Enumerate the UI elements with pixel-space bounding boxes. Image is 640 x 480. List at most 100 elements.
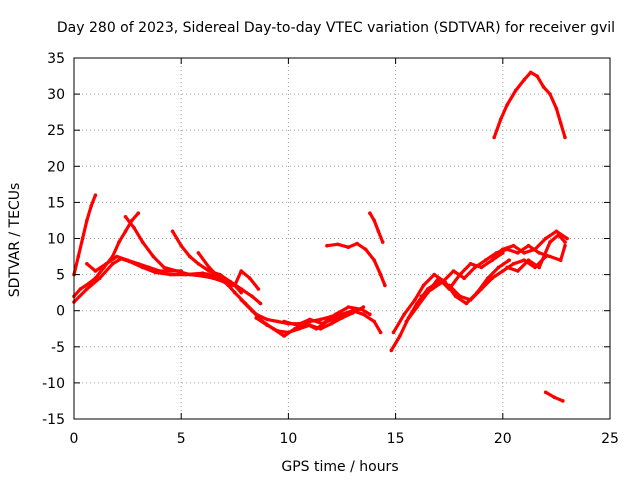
data-point xyxy=(329,321,334,326)
data-point xyxy=(483,258,488,263)
data-point xyxy=(168,272,173,277)
x-tick-label: 25 xyxy=(601,431,619,447)
series-line xyxy=(85,254,183,273)
data-point xyxy=(363,247,368,252)
y-axis-label: SDTVAR / TECUs xyxy=(7,183,23,298)
data-point xyxy=(196,251,201,255)
data-point xyxy=(250,308,254,313)
data-point xyxy=(505,265,509,270)
data-point xyxy=(256,287,261,291)
data-point xyxy=(558,258,563,263)
data-point xyxy=(543,390,548,395)
data-point xyxy=(318,327,323,331)
data-point xyxy=(97,276,102,281)
data-point xyxy=(372,319,377,324)
data-point xyxy=(468,262,473,266)
y-tick-label: -15 xyxy=(42,412,65,428)
data-point xyxy=(239,269,243,273)
data-point xyxy=(162,265,166,270)
y-tick-label: 5 xyxy=(56,268,65,284)
x-tick-label: 0 xyxy=(70,431,79,447)
data-point xyxy=(151,254,156,259)
data-point xyxy=(308,317,312,322)
data-point xyxy=(85,287,89,291)
y-tick-label: 15 xyxy=(47,195,65,211)
data-point xyxy=(211,272,216,277)
data-point xyxy=(404,319,409,324)
data-point xyxy=(516,269,520,273)
data-point xyxy=(563,240,567,244)
data-point xyxy=(380,240,385,244)
data-point xyxy=(115,254,119,259)
series-line xyxy=(72,193,98,277)
data-point xyxy=(368,312,372,317)
y-tick-label: 10 xyxy=(47,232,65,248)
data-point xyxy=(295,323,299,327)
x-tick-label: 5 xyxy=(177,431,186,447)
data-point xyxy=(282,319,286,324)
series-s8 xyxy=(211,269,261,291)
data-point xyxy=(117,240,121,244)
data-point xyxy=(505,103,509,107)
data-point xyxy=(453,294,458,299)
data-point xyxy=(548,92,552,96)
series-line xyxy=(325,242,387,287)
y-tick-label: 20 xyxy=(47,159,65,175)
data-point xyxy=(239,298,243,302)
data-point xyxy=(188,272,192,277)
data-point xyxy=(93,269,98,273)
data-point xyxy=(526,243,531,248)
series-line xyxy=(72,211,140,298)
data-point xyxy=(318,317,323,322)
data-point xyxy=(413,298,417,302)
data-point xyxy=(496,265,501,270)
series-line xyxy=(389,280,441,352)
data-point xyxy=(78,287,83,291)
data-point xyxy=(563,243,567,248)
series-s6 xyxy=(170,229,263,306)
data-point xyxy=(372,218,377,223)
tick-layer: 0 5 10 15 20 25 -15 -10 -5 0 5 10 15 20 25 30 35 xyxy=(42,51,619,447)
series-line xyxy=(490,229,569,259)
data-point xyxy=(350,311,355,315)
series-line xyxy=(171,229,263,306)
data-point xyxy=(507,258,512,263)
data-point xyxy=(320,321,325,326)
data-point xyxy=(490,254,494,259)
data-point xyxy=(415,305,419,309)
data-point xyxy=(340,316,344,320)
series-s21 xyxy=(505,233,567,273)
series-s15 xyxy=(389,280,441,353)
data-point xyxy=(563,135,567,140)
chart-title: Day 280 of 2023, Sidereal Day-to-day VTE… xyxy=(57,20,615,36)
data-point xyxy=(258,301,263,306)
data-point xyxy=(498,117,503,122)
data-point xyxy=(325,243,329,248)
data-point xyxy=(239,290,243,295)
data-point xyxy=(548,254,552,259)
data-point xyxy=(248,276,252,281)
data-point xyxy=(543,236,548,241)
grid-layer xyxy=(74,58,610,419)
data-point xyxy=(391,330,396,335)
y-tick-label: -5 xyxy=(51,340,65,356)
data-point xyxy=(398,334,402,338)
series-line xyxy=(447,254,548,302)
data-point xyxy=(432,272,437,277)
data-point xyxy=(123,229,128,234)
data-point xyxy=(282,334,286,338)
data-point xyxy=(275,319,280,324)
data-point xyxy=(490,258,494,263)
series-s12 xyxy=(282,305,372,327)
data-point xyxy=(346,305,351,309)
data-point xyxy=(85,262,89,266)
data-point xyxy=(104,262,108,266)
data-point xyxy=(378,330,383,335)
data-point xyxy=(170,229,175,234)
data-point xyxy=(561,399,565,403)
data-point xyxy=(451,269,456,273)
data-point xyxy=(335,242,340,247)
data-point xyxy=(537,265,541,270)
data-point xyxy=(361,312,366,317)
